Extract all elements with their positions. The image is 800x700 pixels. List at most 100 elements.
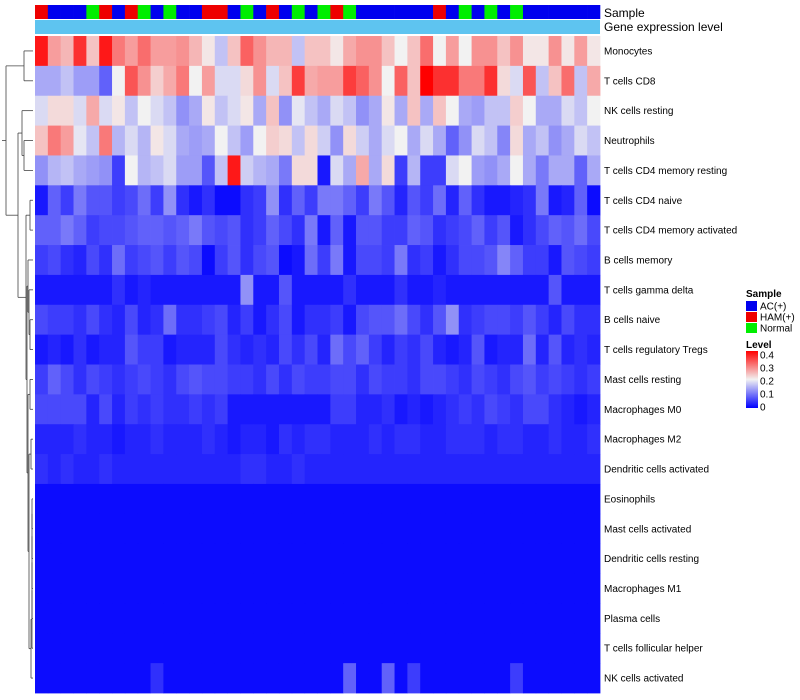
heatmap-cell (150, 663, 164, 694)
heatmap-cell (407, 334, 421, 365)
heatmap-cell (587, 304, 601, 336)
heatmap-cell (445, 364, 460, 395)
heatmap-cell (394, 663, 408, 694)
sample-annotation-cell (343, 5, 357, 19)
heatmap-cell (548, 155, 562, 186)
heatmap-cell (253, 274, 267, 306)
heatmap-cell (330, 125, 344, 156)
heatmap-cell (574, 245, 588, 276)
heatmap-cell (445, 125, 460, 156)
heatmap-cell (343, 454, 357, 485)
heatmap-cell (574, 65, 588, 97)
heatmap-cell (330, 334, 344, 365)
heatmap-cell (420, 483, 434, 515)
heatmap-cell (445, 95, 460, 126)
heatmap-cell (561, 125, 575, 156)
heatmap-cell (304, 573, 318, 604)
heatmap-cell (381, 185, 395, 216)
heatmap-cell (574, 633, 588, 664)
heatmap-cell (201, 603, 216, 634)
heatmap-cell (445, 663, 460, 694)
heatmap-cell (150, 603, 164, 634)
heatmap-cell (201, 215, 216, 246)
sample-annotation-label: Sample (604, 6, 645, 20)
heatmap-cell (35, 663, 49, 694)
level-tick-label: 0.2 (760, 377, 774, 388)
heatmap-cell (47, 185, 62, 216)
heatmap-cell (587, 394, 601, 425)
heatmap-cell (227, 394, 241, 425)
heatmap-cell (60, 215, 74, 246)
heatmap-cell (317, 304, 331, 336)
heatmap-cell (137, 65, 151, 97)
heatmap-cell (163, 274, 177, 306)
heatmap-cell (240, 125, 254, 156)
heatmap-cell (163, 245, 177, 276)
sample-annotation-cell (317, 5, 331, 19)
heatmap-cell (86, 543, 100, 574)
heatmap-cell (291, 603, 306, 634)
heatmap-cell (497, 543, 511, 574)
heatmap-cell (471, 483, 485, 515)
sample-annotation-cell (240, 5, 254, 19)
heatmap-cell (548, 95, 562, 126)
heatmap-cell (124, 364, 139, 395)
heatmap-cell (291, 36, 306, 67)
heatmap-cell (356, 513, 370, 545)
heatmap-cell (471, 573, 485, 604)
heatmap-cell (535, 125, 550, 156)
heatmap-cell (86, 245, 100, 276)
heatmap-cell (381, 65, 395, 97)
heatmap-cell (420, 65, 434, 97)
heatmap-cell (433, 573, 447, 604)
heatmap-cell (124, 334, 139, 365)
heatmap-cell (291, 424, 306, 455)
heatmap-cell (548, 304, 562, 336)
heatmap-cell (150, 304, 164, 336)
heatmap-cell (240, 424, 254, 455)
heatmap-cell (368, 603, 383, 634)
heatmap-cell (214, 95, 229, 126)
heatmap-cell (535, 304, 550, 336)
heatmap-cell (471, 36, 485, 67)
heatmap-cell (60, 36, 74, 67)
heatmap-cell (356, 603, 370, 634)
heatmap-cell (214, 65, 229, 97)
heatmap-cell (150, 513, 164, 545)
row-label: Macrophages M0 (604, 405, 682, 416)
heatmap-cell (343, 424, 357, 455)
heatmap-cell (137, 36, 151, 67)
heatmap-cell (548, 185, 562, 216)
row-label: Neutrophils (604, 136, 655, 147)
heatmap-cell (112, 245, 126, 276)
heatmap-cell (163, 424, 177, 455)
heatmap-cell (47, 65, 62, 97)
heatmap-cell (330, 185, 344, 216)
heatmap-cell (227, 573, 241, 604)
heatmap-cell (407, 513, 421, 545)
heatmap-cell (574, 663, 588, 694)
heatmap-cell (497, 304, 511, 336)
heatmap-cell (343, 513, 357, 545)
heatmap-cell (420, 245, 434, 276)
heatmap-cell (561, 513, 575, 545)
heatmap-cell (176, 304, 190, 336)
heatmap-cell (266, 394, 280, 425)
heatmap-cell (561, 36, 575, 67)
heatmap-cell (124, 125, 139, 156)
heatmap-cell (522, 36, 537, 67)
heatmap-cell (548, 513, 562, 545)
heatmap-cell (47, 663, 62, 694)
heatmap-cell (381, 95, 395, 126)
heatmap-cell (458, 95, 472, 126)
heatmap-cell (574, 364, 588, 395)
heatmap-cell (137, 543, 151, 574)
heatmap-cell (253, 483, 267, 515)
heatmap-cell (240, 483, 254, 515)
level-tick-label: 0.3 (760, 364, 774, 375)
heatmap-cell (291, 155, 306, 186)
heatmap-cell (47, 125, 62, 156)
heatmap-cell (420, 603, 434, 634)
heatmap-cell (433, 513, 447, 545)
heatmap-cell (484, 155, 498, 186)
